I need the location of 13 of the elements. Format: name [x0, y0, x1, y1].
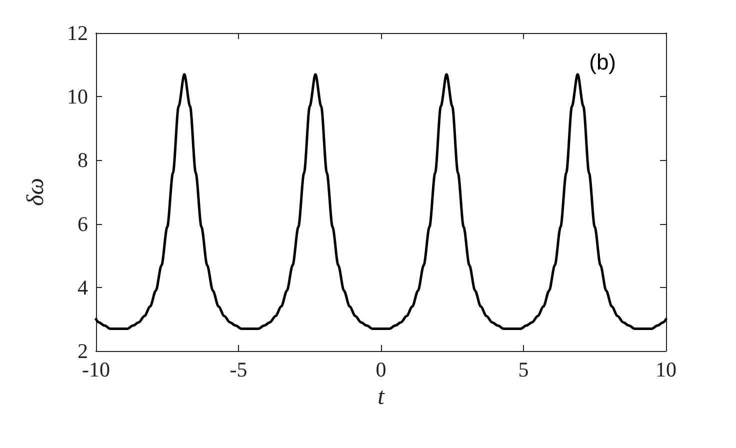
- y-tick-label: 6: [78, 212, 88, 236]
- y-axis-title: δω: [23, 178, 49, 206]
- y-tick-label: 10: [67, 84, 88, 109]
- annotation: (b): [589, 50, 616, 74]
- x-tick-label: -5: [230, 358, 248, 382]
- y-tick-label: 4: [78, 275, 88, 300]
- y-tick-label: 8: [78, 148, 88, 172]
- x-tick-label: 10: [656, 358, 676, 382]
- y-tick-label: 12: [67, 21, 88, 45]
- x-axis-title: t: [378, 384, 386, 410]
- line-series: [94, 73, 668, 330]
- x-tick-label: 5: [518, 358, 529, 382]
- x-tick-label: 0: [376, 358, 386, 382]
